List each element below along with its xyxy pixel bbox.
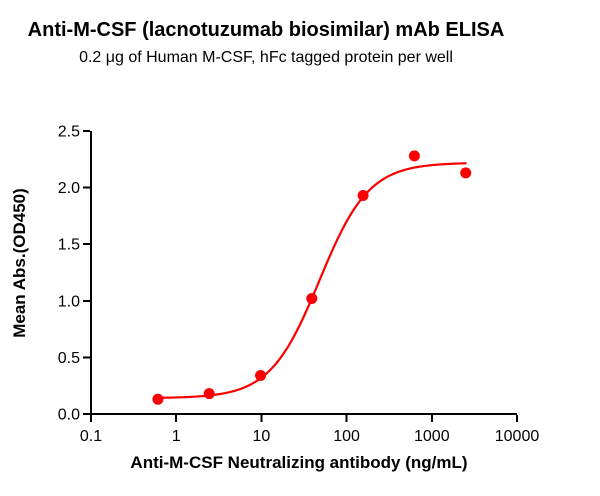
data-point bbox=[152, 393, 164, 405]
data-point bbox=[255, 370, 267, 382]
y-tick-label: 0.0 bbox=[58, 407, 80, 424]
x-tick-label: 1 bbox=[172, 428, 181, 445]
x-tick-label: 100 bbox=[333, 428, 360, 445]
y-tick-label: 2.0 bbox=[58, 180, 80, 197]
fit-curve bbox=[156, 162, 467, 399]
y-tick-label: 1.5 bbox=[58, 237, 80, 254]
data-point bbox=[357, 190, 369, 202]
y-tick-label: 1.0 bbox=[58, 293, 80, 310]
y-tick-label: 0.5 bbox=[58, 350, 80, 367]
data-point bbox=[408, 150, 420, 162]
chart-title: Anti-M-CSF (lacnotuzumab biosimilar) mAb… bbox=[27, 19, 505, 41]
x-tick-label: 0.1 bbox=[80, 428, 102, 445]
x-tick-label: 1000 bbox=[414, 428, 450, 445]
y-tick-label: 2.5 bbox=[58, 124, 80, 141]
data-point bbox=[306, 293, 318, 305]
data-point bbox=[203, 388, 215, 400]
data-point bbox=[460, 167, 472, 179]
x-tick-label: 10 bbox=[253, 428, 271, 445]
y-axis-title: Mean Abs.(OD450) bbox=[10, 188, 29, 338]
chart-subtitle: 0.2 μg of Human M-CSF, hFc tagged protei… bbox=[79, 49, 453, 66]
x-tick-label: 10000 bbox=[495, 428, 540, 445]
x-axis-title: Anti-M-CSF Neutralizing antibody (ng/mL) bbox=[130, 453, 467, 472]
